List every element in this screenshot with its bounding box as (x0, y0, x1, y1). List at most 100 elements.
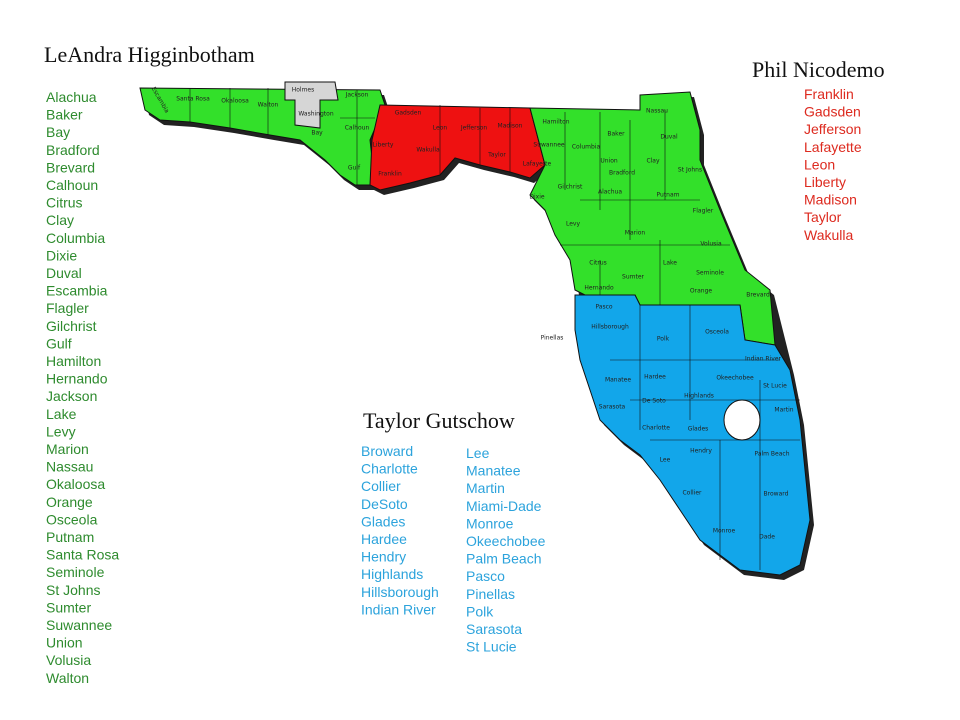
county-list-item: Gulf (46, 335, 72, 351)
county-list-item: Columbia (46, 230, 105, 246)
county-map-label: Franklin (378, 171, 402, 178)
county-list-item: Hamilton (46, 353, 101, 369)
county-map-label: Calhoun (345, 125, 370, 132)
county-map-label: Indian River (745, 356, 782, 363)
county-map-label: Sumter (622, 274, 645, 281)
county-list-item: Gilchrist (46, 318, 97, 334)
county-list-item: Santa Rosa (46, 547, 119, 563)
county-list-item: Volusia (46, 652, 91, 668)
county-map-label: Polk (657, 336, 670, 343)
county-map-label: Flagler (693, 208, 714, 215)
county-list-item: Orange (46, 494, 93, 510)
county-map-label: Hillsborough (591, 324, 629, 331)
county-map-label: Dixie (529, 194, 545, 201)
county-list-item: Madison (804, 192, 857, 208)
county-map-label: Okeechobee (716, 375, 754, 382)
county-map-label: Dade (759, 534, 775, 541)
county-list-item: Broward (361, 443, 413, 459)
county-map-label: Osceola (705, 329, 729, 336)
county-list-item: Pasco (466, 568, 505, 584)
county-map-label: Duval (660, 134, 678, 141)
county-map-label: Charlotte (642, 425, 670, 432)
county-map-label: Clay (646, 158, 660, 165)
county-list-item: St Lucie (466, 639, 517, 655)
county-list-item: Suwannee (46, 617, 112, 633)
county-list-item: Monroe (466, 515, 514, 531)
county-list-item: Sumter (46, 599, 91, 615)
county-list-item: Jefferson (804, 121, 861, 137)
county-list-item: Escambia (46, 283, 108, 299)
county-map-label: Manatee (605, 377, 631, 384)
county-map-label: Wakulla (416, 147, 440, 154)
county-map-label: Brevard (746, 292, 770, 299)
county-map-label: Hendry (690, 448, 712, 455)
county-list-item: Osceola (46, 511, 98, 527)
county-map-label: Holmes (292, 87, 315, 94)
county-list-item: Collier (361, 478, 401, 494)
county-list-item: Lee (466, 445, 490, 461)
county-map-label: Lake (663, 260, 677, 267)
county-list-item: Brevard (46, 159, 95, 175)
county-list-item: St Johns (46, 582, 100, 598)
county-map-label: Lee (660, 457, 671, 464)
county-map-label: Putnam (657, 192, 680, 199)
county-map-label: Union (600, 158, 618, 165)
rep-name: LeAndra Higginbotham (44, 42, 255, 67)
county-list-item: Hendry (361, 549, 406, 565)
county-list-item: Wakulla (804, 227, 853, 243)
county-map-label: Gulf (348, 165, 361, 172)
county-map-label: Suwannee (533, 142, 564, 149)
county-map-label: Glades (688, 426, 709, 433)
county-map-label: St Johns (678, 167, 702, 174)
county-map-label: Taylor (487, 152, 506, 159)
county-map-label: Volusia (700, 241, 722, 248)
county-list-item: Hernando (46, 371, 108, 387)
county-list-item: Polk (466, 603, 494, 619)
county-map-label: Palm Beach (754, 451, 789, 458)
county-list-item: Leon (804, 156, 835, 172)
county-map-label: Highlands (684, 393, 714, 400)
county-map-label: Levy (566, 221, 580, 228)
county-map-label: Monroe (713, 528, 736, 535)
county-map-label: Santa Rosa (176, 96, 210, 103)
county-map-label: Baker (607, 131, 625, 138)
county-list-item: Liberty (804, 174, 846, 190)
county-list-item: Taylor (804, 209, 842, 225)
county-list-item: Indian River (361, 601, 436, 617)
county-list-item: Martin (466, 480, 505, 496)
county-map-label: Okaloosa (221, 98, 249, 105)
county-map-label: Walton (258, 102, 279, 109)
county-map-label: Sarasota (599, 404, 626, 411)
county-map-label: Gadsden (395, 110, 422, 117)
county-list-item: Palm Beach (466, 551, 541, 567)
county-list-item: Putnam (46, 529, 94, 545)
florida-map (139, 81, 814, 580)
county-list-item: Nassau (46, 459, 93, 475)
county-map-label: Nassau (646, 108, 668, 115)
county-map-label: Hernando (584, 285, 614, 292)
county-list-item: Levy (46, 423, 76, 439)
county-map-label: Collier (682, 490, 702, 497)
county-map-label: Pasco (595, 304, 612, 311)
county-list-item: Okeechobee (466, 533, 546, 549)
county-list-item: Duval (46, 265, 82, 281)
county-map-label: Leon (433, 125, 448, 132)
county-list-item: Okaloosa (46, 476, 105, 492)
rep-name: Phil Nicodemo (752, 57, 885, 82)
county-map-label: Martin (774, 407, 793, 414)
county-list-item: Hillsborough (361, 584, 439, 600)
lake-okeechobee (723, 399, 761, 441)
county-map-label: Bay (311, 130, 323, 137)
county-list-item: Pinellas (466, 586, 515, 602)
county-map-label: Lafayette (523, 161, 552, 168)
county-map-label: De Soto (642, 398, 666, 405)
county-map-label: Washington (298, 111, 333, 118)
county-list-item: Bradford (46, 142, 100, 158)
county-map-label: Liberty (373, 142, 394, 149)
county-map-label: Seminole (696, 270, 724, 277)
county-list-item: Manatee (466, 463, 521, 479)
county-map-label: Alachua (598, 189, 622, 196)
county-list-item: Bay (46, 124, 70, 140)
county-list-item: Hardee (361, 531, 407, 547)
